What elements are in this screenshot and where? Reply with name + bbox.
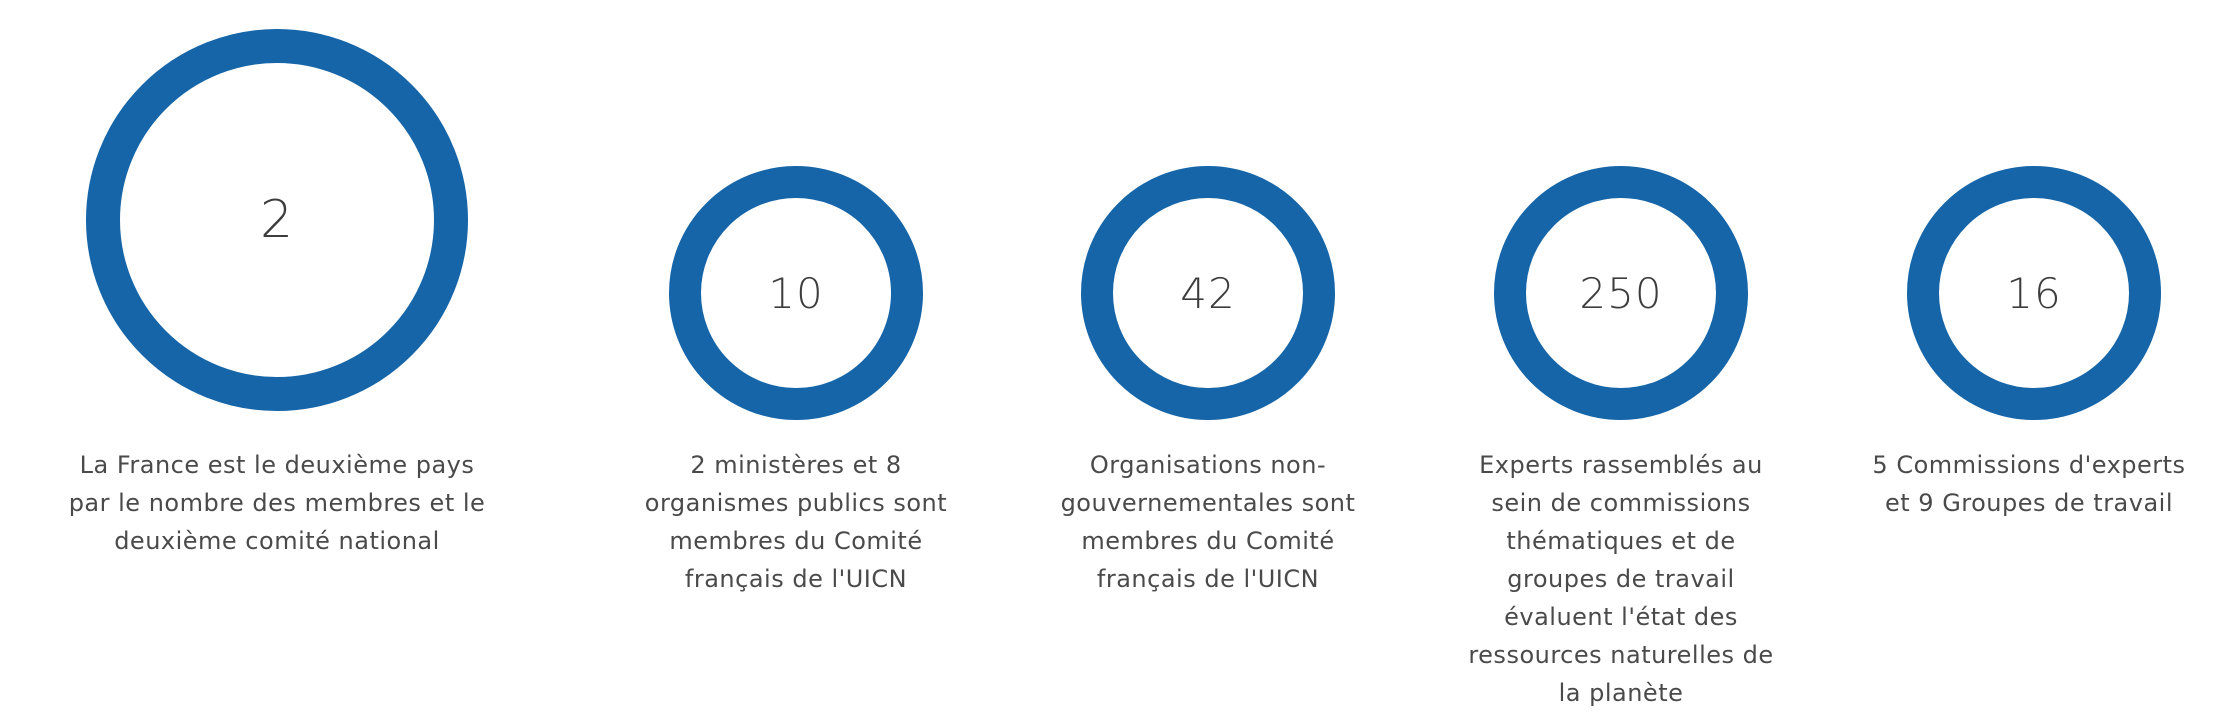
stat-ring: 16 bbox=[1907, 166, 2161, 420]
stat-value: 2 bbox=[259, 190, 295, 250]
stat-caption: Experts rassemblés au sein de commission… bbox=[1468, 451, 1774, 707]
stat-ring: 250 bbox=[1494, 166, 1748, 420]
stat-caption: Organisations non- gouvernementales sont… bbox=[1060, 451, 1356, 593]
stat-value: 10 bbox=[768, 268, 824, 318]
stat-ring: 2 bbox=[86, 29, 468, 411]
stat-ring: 42 bbox=[1081, 166, 1335, 420]
stat-caption: La France est le deuxième pays par le no… bbox=[68, 451, 486, 555]
stat-caption: 2 ministères et 8 organismes publics son… bbox=[644, 451, 948, 593]
stat-value: 42 bbox=[1180, 268, 1236, 318]
stat-caption: 5 Commissions d'experts et 9 Groupes de … bbox=[1872, 451, 2186, 517]
stat-value: 16 bbox=[2006, 268, 2062, 318]
stat-value: 250 bbox=[1579, 268, 1663, 318]
stat-ring: 10 bbox=[669, 166, 923, 420]
